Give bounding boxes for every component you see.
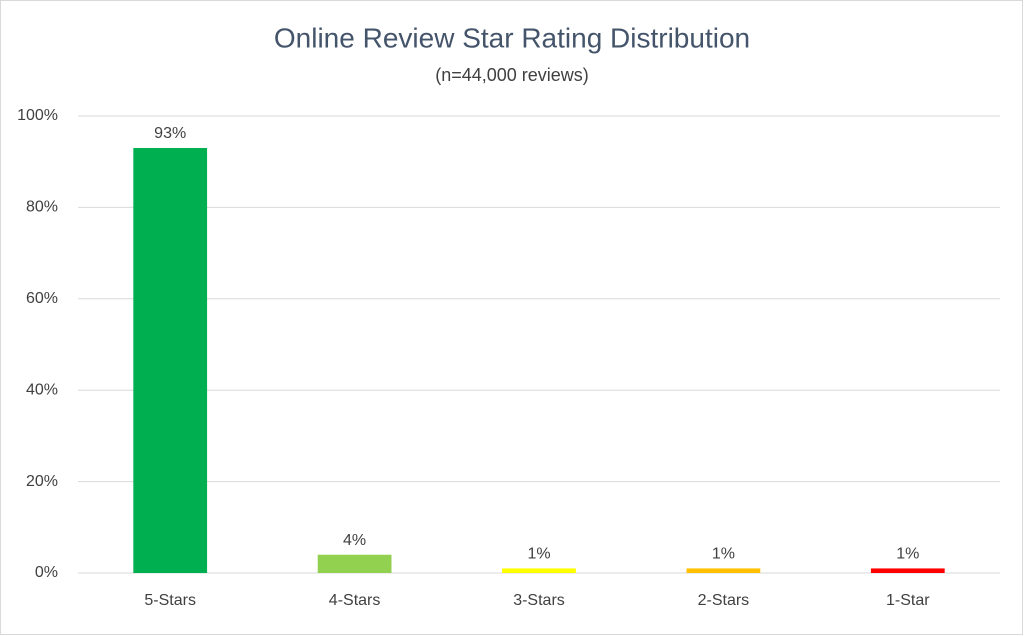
data-label: 93% [154, 125, 186, 142]
y-tick-label: 20% [26, 473, 58, 490]
bar [686, 568, 761, 573]
x-tick-label: 2-Stars [698, 592, 750, 609]
bar [133, 147, 208, 574]
chart-title: Online Review Star Rating Distribution [274, 22, 750, 53]
y-tick-label: 60% [26, 290, 58, 307]
y-tick-label: 0% [35, 564, 58, 581]
data-label: 4% [343, 532, 366, 549]
bar [870, 568, 945, 573]
x-tick-label: 3-Stars [513, 592, 565, 609]
x-tick-label: 5-Stars [144, 592, 196, 609]
data-label: 1% [527, 546, 550, 563]
x-tick-label: 1-Star [886, 592, 930, 609]
chart-subtitle: (n=44,000 reviews) [435, 65, 589, 85]
y-tick-label: 40% [26, 381, 58, 398]
bar [317, 554, 392, 573]
data-label: 1% [896, 546, 919, 563]
x-tick-label: 4-Stars [329, 592, 381, 609]
y-tick-label: 80% [26, 199, 58, 216]
data-label: 1% [712, 546, 735, 563]
bar [502, 568, 576, 573]
y-tick-label: 100% [17, 107, 58, 124]
